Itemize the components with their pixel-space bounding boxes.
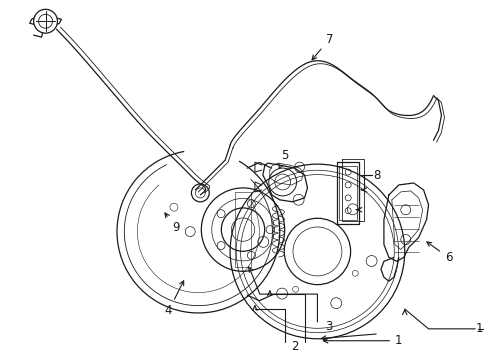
- Text: 7: 7: [311, 33, 332, 60]
- Text: 9: 9: [164, 213, 179, 234]
- Text: 1: 1: [475, 322, 482, 336]
- Text: 8: 8: [372, 168, 380, 181]
- Text: 6: 6: [426, 242, 451, 264]
- Text: 5: 5: [278, 149, 288, 168]
- Text: 1: 1: [323, 334, 402, 347]
- Text: 4: 4: [164, 281, 183, 318]
- Text: 2: 2: [290, 340, 298, 353]
- Text: 3: 3: [325, 320, 332, 333]
